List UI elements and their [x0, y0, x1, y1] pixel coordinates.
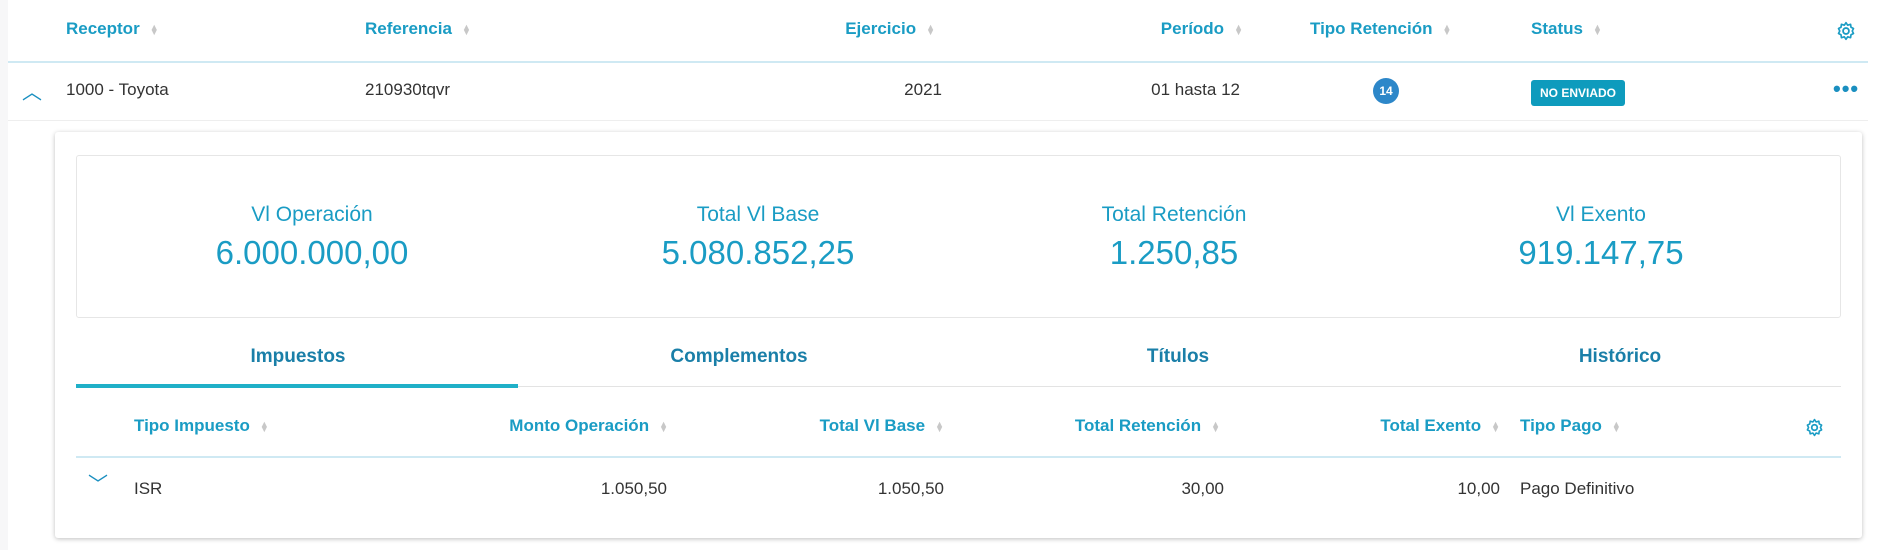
header-referencia[interactable]: Referencia ▲ ▼: [365, 19, 471, 39]
summary-value: 1.250,85: [1109, 234, 1239, 271]
detail-card: [55, 132, 1862, 538]
header-label: Período: [1160, 19, 1225, 38]
gear-icon[interactable]: [1836, 21, 1856, 41]
header-periodo[interactable]: Período ▲ ▼: [1161, 19, 1243, 39]
summary-value: 5.080.852,25: [661, 234, 855, 271]
active-tab-indicator: [76, 384, 518, 388]
header-status[interactable]: Status ▲ ▼: [1531, 19, 1602, 39]
header-label: Tipo Impuesto: [134, 416, 250, 435]
collapse-chevron-up-icon[interactable]: ︿: [22, 82, 42, 104]
header-label: Total Exento: [1380, 416, 1482, 435]
cell-monto-operacion: 1.050,50: [600, 479, 667, 498]
cell-total-base: 1.050,50: [877, 479, 944, 498]
expand-chevron-down-icon[interactable]: ︿: [88, 471, 108, 493]
sort-icon: ▲ ▼: [259, 418, 269, 434]
summary-box: [76, 155, 1841, 318]
header-label: Monto Operación: [509, 416, 650, 435]
summary-value: 919.147,75: [1518, 234, 1684, 271]
header-label: Receptor: [66, 19, 140, 38]
tabs-divider: [76, 386, 1841, 387]
summary-label: Total Vl Base: [696, 203, 820, 226]
subheader-divider: [76, 456, 1841, 458]
header-label: Tipo Retención: [1310, 19, 1433, 38]
tipo-retencion-badge: 14: [1373, 78, 1399, 104]
header-divider: [8, 61, 1868, 63]
header-label: Referencia: [365, 19, 452, 38]
sort-icon: ▲ ▼: [1442, 21, 1452, 37]
sort-icon: ▲ ▼: [1234, 21, 1243, 37]
subheader-tipo-impuesto[interactable]: Tipo Impuesto ▲ ▼: [134, 416, 269, 436]
tab-historico[interactable]: Histórico: [1578, 346, 1662, 367]
gear-icon[interactable]: [1805, 418, 1824, 437]
tab-titulos[interactable]: Títulos: [1146, 346, 1210, 367]
cell-periodo: 01 hasta 12: [1151, 80, 1240, 99]
cell-referencia: 210930tqvr: [365, 80, 451, 99]
more-actions-icon[interactable]: •••: [1833, 76, 1860, 101]
summary-label: Total Retención: [1101, 203, 1247, 226]
cell-total-exento: 10,00: [1457, 479, 1500, 498]
sort-icon: ▲ ▼: [461, 21, 471, 37]
summary-label: Vl Exento: [1556, 203, 1646, 226]
cell-tipo-impuesto: ISR: [134, 479, 163, 498]
subheader-tipo-pago[interactable]: Tipo Pago ▲ ▼: [1520, 416, 1621, 436]
tab-complementos[interactable]: Complementos: [670, 346, 808, 367]
row-divider: [8, 120, 1868, 121]
header-label: Tipo Pago: [1520, 416, 1602, 435]
cell-ejercicio: 2021: [904, 80, 942, 99]
cell-tipo-pago: Pago Definitivo: [1520, 479, 1635, 498]
sort-icon: ▲ ▼: [935, 418, 944, 434]
subheader-total-retencion[interactable]: Total Retención ▲ ▼: [1075, 416, 1220, 436]
status-badge: NO ENVIADO: [1531, 80, 1626, 106]
sort-icon: ▲ ▼: [659, 418, 668, 434]
subheader-total-exento[interactable]: Total Exento ▲ ▼: [1380, 416, 1500, 436]
sort-icon: ▲ ▼: [1592, 21, 1602, 37]
sort-icon: ▲ ▼: [149, 21, 159, 37]
cell-total-retencion: 30,00: [1181, 479, 1224, 498]
header-label: Total Retención: [1074, 416, 1202, 435]
tab-impuestos[interactable]: Impuestos: [250, 346, 346, 367]
header-tipo-retencion[interactable]: Tipo Retención ▲ ▼: [1310, 19, 1451, 39]
header-label: Ejercicio: [845, 19, 917, 38]
header-ejercicio[interactable]: Ejercicio ▲ ▼: [845, 19, 935, 39]
header-label: Total Vl Base: [819, 416, 926, 435]
header-receptor[interactable]: Receptor ▲ ▼: [66, 19, 159, 39]
sort-icon: ▲ ▼: [1491, 418, 1500, 434]
summary-label: Vl Operación: [251, 203, 373, 226]
summary-value: 6.000.000,00: [215, 234, 409, 271]
cell-receptor: 1000 - Toyota: [66, 80, 169, 99]
sort-icon: ▲ ▼: [926, 21, 935, 37]
sort-icon: ▲ ▼: [1211, 418, 1220, 434]
subheader-monto-operacion[interactable]: Monto Operación ▲ ▼: [509, 416, 668, 436]
subheader-total-base[interactable]: Total Vl Base ▲ ▼: [820, 416, 944, 436]
sort-icon: ▲ ▼: [1611, 418, 1621, 434]
header-label: Status: [1531, 19, 1583, 38]
